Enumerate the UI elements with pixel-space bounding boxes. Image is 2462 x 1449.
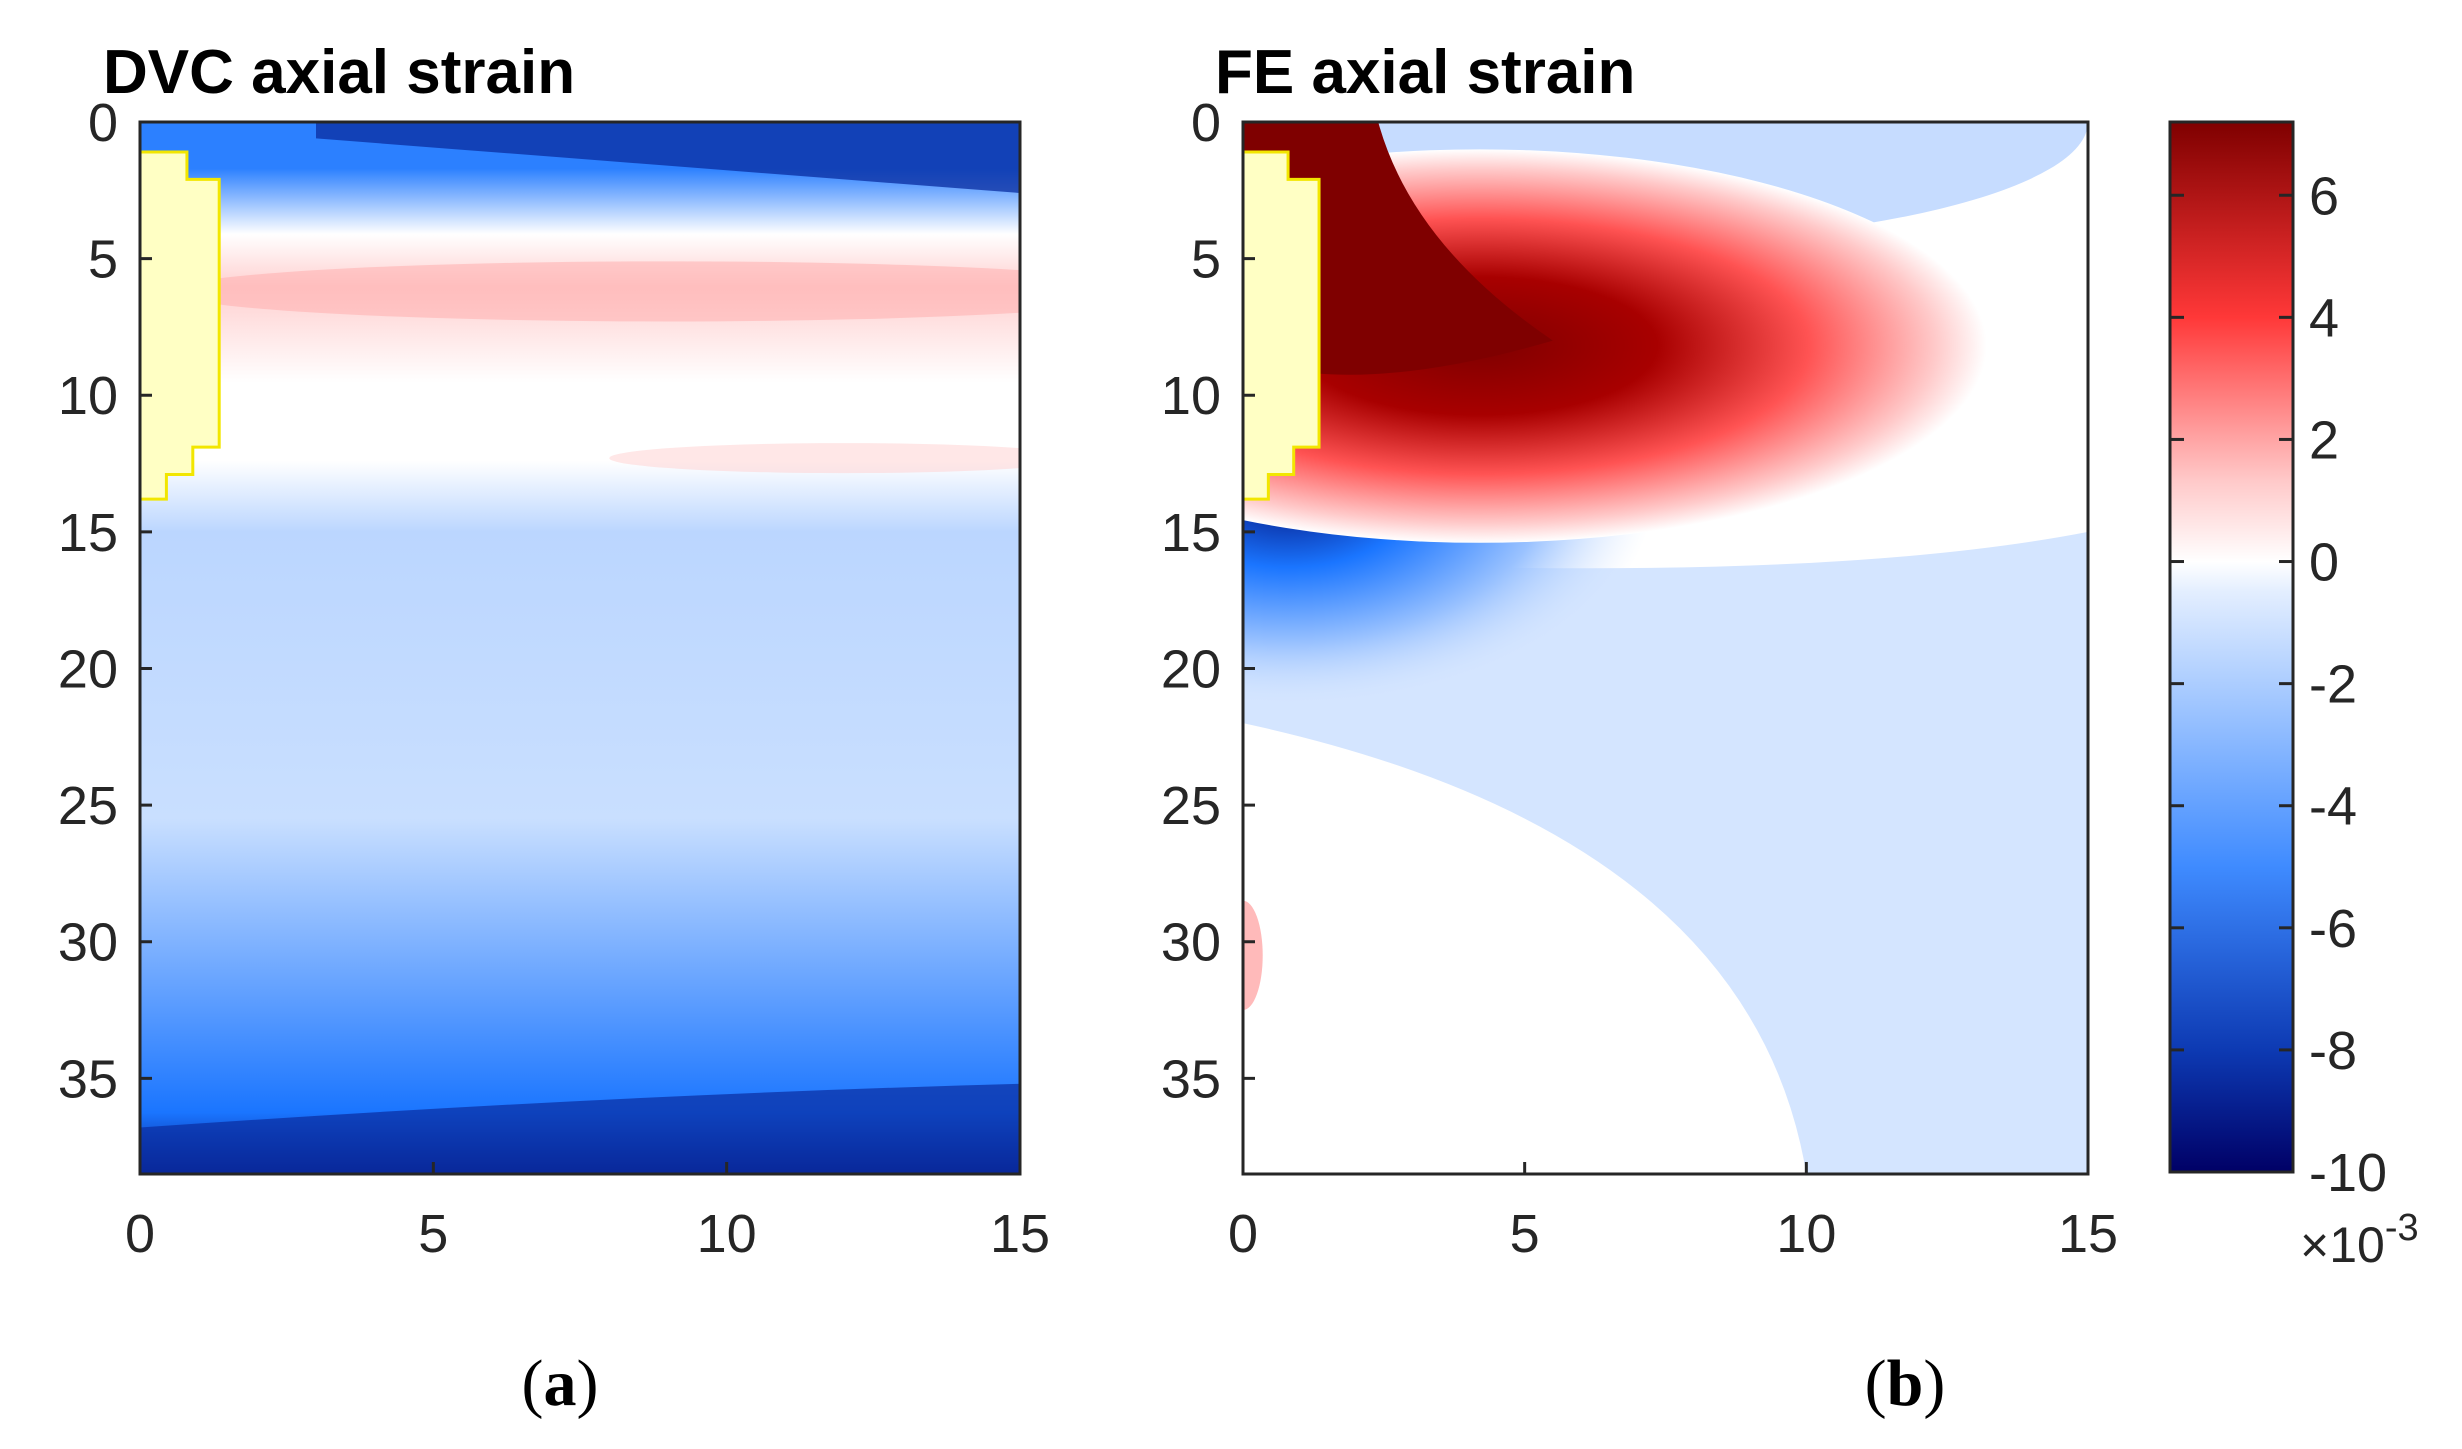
panel-a: DVC axial strain 0 5 10 15 0 5 10 15 20 25 30 35 (a… [58, 38, 1050, 1420]
panel-b-label: (b) [1865, 1347, 1946, 1420]
y-tick-label: 35 [58, 1049, 118, 1109]
colorbar-gradient [2168, 120, 2295, 1174]
x-tick-label: 15 [2058, 1204, 2118, 1264]
panel-a-label: (a) [522, 1347, 599, 1420]
panel-b-far-field [1243, 531, 2088, 1174]
y-tick-label: 20 [58, 639, 118, 699]
panel-b-title: FE axial strain [1215, 38, 1635, 107]
panel-b-axes-frame [1241, 120, 2090, 1176]
panel-a-axes-frame [138, 120, 1022, 1176]
y-tick-label: 25 [1161, 776, 1221, 836]
y-tick-label: 10 [1161, 366, 1221, 426]
y-tick-label: 20 [1161, 639, 1221, 699]
y-tick-label: 30 [58, 913, 118, 973]
x-tick-label: 10 [1776, 1204, 1836, 1264]
colorbar-tick-label: -2 [2309, 655, 2357, 715]
panel-a-indenter-region [138, 150, 221, 501]
y-tick-label: 25 [58, 776, 118, 836]
colorbar-tick-label: -6 [2309, 899, 2357, 959]
panel-a-plot-area [140, 122, 1020, 1174]
y-tick-label: 0 [88, 93, 118, 153]
y-tick-label: 35 [1161, 1049, 1221, 1109]
x-tick-label: 10 [697, 1204, 757, 1264]
panel-b-indenter-region [1241, 150, 1321, 501]
y-tick-label: 30 [1161, 913, 1221, 973]
y-tick-label: 10 [58, 366, 118, 426]
colorbar-tick-label: 0 [2309, 533, 2339, 593]
panel-a-bottom-compression [140, 1083, 1020, 1174]
panel-b: FE axial strain 0 5 10 15 0 5 10 15 20 25 30 35 (b) [1161, 38, 2118, 1420]
x-tick-label: 0 [1228, 1204, 1258, 1264]
colorbar-tick-label: 4 [2309, 288, 2339, 348]
colorbar: 6 4 2 0 -2 -4 -6 -8 -10 ×10-3 [2168, 120, 2419, 1273]
panel-a-title: DVC axial strain [103, 38, 575, 107]
panel-b-edge-tension [1243, 900, 1263, 1011]
panel-a-tension-streak-lower [609, 443, 1020, 474]
y-tick-label: 5 [88, 230, 118, 290]
colorbar-multiplier: ×10-3 [2300, 1207, 2419, 1273]
x-tick-label: 15 [990, 1204, 1050, 1264]
x-tick-label: 0 [125, 1204, 155, 1264]
panel-a-tension-streak [169, 261, 1020, 322]
x-tick-label: 5 [418, 1204, 448, 1264]
x-tick-label: 5 [1510, 1204, 1540, 1264]
colorbar-tick-label: -8 [2309, 1021, 2357, 1081]
colorbar-tick-label: 6 [2309, 166, 2339, 226]
y-tick-label: 15 [1161, 503, 1221, 563]
y-tick-label: 0 [1191, 93, 1221, 153]
panel-a-top-compression [316, 122, 1020, 194]
panel-b-plot-area [1243, 122, 2088, 1174]
colorbar-tick-label: 2 [2309, 410, 2339, 470]
y-tick-label: 5 [1191, 230, 1221, 290]
y-tick-label: 15 [58, 503, 118, 563]
colorbar-tick-label: -4 [2309, 777, 2357, 837]
colorbar-tick-label: -10 [2309, 1143, 2387, 1203]
